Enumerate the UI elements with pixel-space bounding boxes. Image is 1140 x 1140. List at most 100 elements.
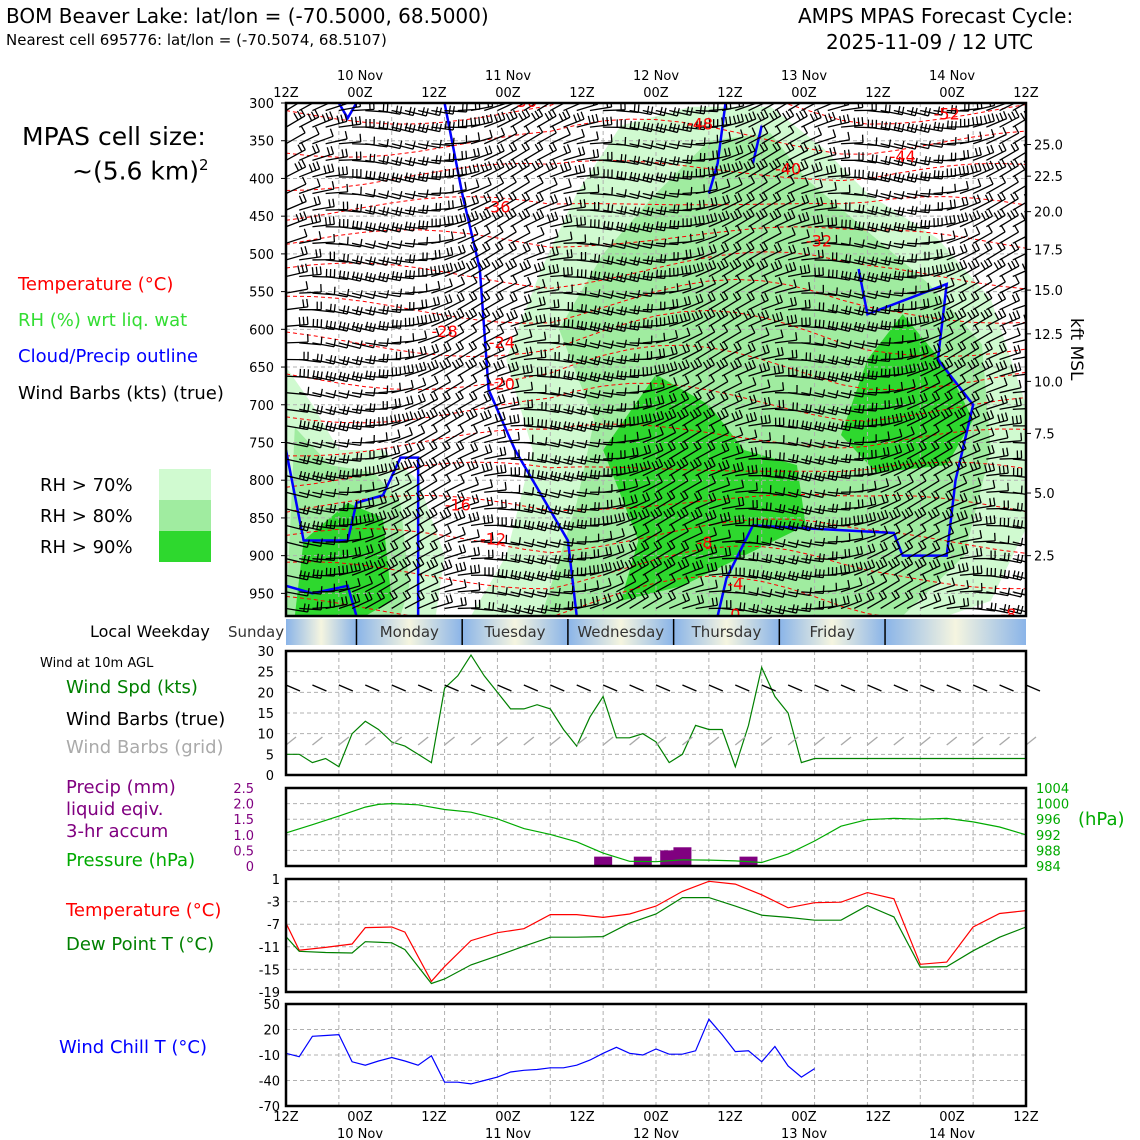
wind-barb-feather <box>408 222 412 231</box>
wind-barb-feather <box>473 242 479 251</box>
wind-barb <box>418 155 442 165</box>
wind-barb <box>431 215 454 228</box>
wind-barb <box>470 409 492 427</box>
wind-barb-feather <box>497 395 502 404</box>
wind-barb-staff <box>338 408 361 415</box>
wind-barb <box>629 105 654 116</box>
wind-barb-feather <box>379 495 384 504</box>
wind-barb <box>470 358 491 377</box>
wind-barb <box>484 517 507 527</box>
wind-barb <box>365 494 387 510</box>
wind-barb-feather <box>619 466 622 475</box>
wind-barb-feather <box>446 358 452 366</box>
wind-barb-feather <box>524 125 531 133</box>
wind-barb-feather <box>382 526 387 535</box>
wind-barb-staff <box>417 319 440 327</box>
wind-barb-feather <box>434 250 437 259</box>
wind-barb-feather <box>310 111 316 120</box>
wind-barb-feather <box>592 149 596 158</box>
wind-barb-feather <box>365 370 368 379</box>
wind-barb-feather <box>338 469 342 478</box>
wind-barb <box>298 126 320 145</box>
wind-barb-feather <box>526 93 530 100</box>
wind-barb-feather <box>297 161 303 170</box>
wind-barb-feather <box>447 524 452 533</box>
cell-size-value: ~(5.6 km)2 <box>72 156 209 186</box>
wind-barb-feather <box>428 314 433 323</box>
wind-barb-staff <box>457 186 479 195</box>
wind-barb <box>497 467 521 477</box>
wind-barb-feather <box>606 515 609 524</box>
wind-barb-feather <box>484 146 489 155</box>
wind-barb-feather <box>435 122 439 131</box>
wind-barb-feather <box>496 161 501 170</box>
wind-barb <box>378 429 401 444</box>
wind-barb-feather <box>576 217 579 226</box>
wind-barb-feather <box>422 361 427 370</box>
wind-barb-staff <box>338 554 361 560</box>
wind-barb <box>286 228 308 244</box>
wind-barb-staff <box>299 185 321 195</box>
wind-barb-staff <box>404 580 425 593</box>
wind-barb-feather <box>473 226 479 235</box>
wind-barb-feather <box>495 210 501 218</box>
wind-barb-feather <box>500 464 503 473</box>
wind-barb-feather <box>399 382 402 391</box>
wind-barb <box>351 387 376 397</box>
wind-barb-feather <box>380 464 384 473</box>
wind-barb-staff <box>431 413 451 427</box>
wind-barb-staff <box>417 303 440 311</box>
wind-barb-feather <box>329 471 333 480</box>
legend-rh: RH (%) wrt liq. wat <box>18 310 188 331</box>
wind-barb-feather <box>401 413 406 422</box>
wind-barb-feather <box>485 324 491 332</box>
wind-barb-staff <box>378 547 399 560</box>
wind-barb-feather <box>455 563 459 572</box>
wind-barb-feather <box>515 379 520 388</box>
wind-barb <box>365 542 386 560</box>
wind-barb <box>391 458 413 477</box>
wind-barb-feather <box>482 343 488 351</box>
wind-barb-feather <box>486 392 492 401</box>
wind-barb-staff <box>378 259 401 266</box>
wind-barb <box>365 222 390 233</box>
wind-barb-feather <box>624 154 627 163</box>
wind-barb-feather <box>554 211 559 220</box>
wind-barb-feather <box>403 365 407 374</box>
wind-barb-staff <box>325 309 348 315</box>
wind-barb <box>312 355 337 365</box>
wind-barb <box>351 370 376 381</box>
wind-barb-feather <box>473 442 479 451</box>
wind-barb <box>550 126 571 145</box>
wind-barb-feather <box>513 414 516 423</box>
wind-barb-staff <box>365 549 386 560</box>
wind-barb-feather <box>391 271 395 280</box>
wind-barb-feather <box>494 413 499 422</box>
wind-barb-feather <box>492 602 495 611</box>
wind-barb-feather <box>369 222 372 231</box>
wind-barb-feather <box>386 369 389 378</box>
wind-barb <box>286 211 308 228</box>
wind-barb-feather <box>485 225 491 234</box>
wind-barb-feather <box>485 358 491 366</box>
wind-barb-staff <box>351 582 373 593</box>
wind-barb-staff <box>338 325 361 333</box>
wind-barb <box>391 411 414 427</box>
wind-barb-staff <box>378 192 400 200</box>
wind-barb-staff <box>391 356 414 361</box>
wind-barb-feather <box>346 502 349 511</box>
wind-barb-feather <box>452 106 456 115</box>
wind-barb-feather <box>376 592 382 601</box>
wind-barb <box>325 580 349 593</box>
wind-barb <box>351 221 376 232</box>
wind-barb-feather <box>488 145 493 154</box>
wind-barb <box>325 113 348 128</box>
wind-barb-feather <box>341 166 345 175</box>
wind-barb-feather <box>382 305 386 314</box>
wind-barb-feather <box>580 111 585 120</box>
wind-barb-feather <box>316 422 320 431</box>
wind-barb-feather <box>698 200 701 209</box>
wind-barb <box>312 268 336 278</box>
wind-barb <box>404 457 425 477</box>
wind-barb-feather <box>407 349 411 358</box>
